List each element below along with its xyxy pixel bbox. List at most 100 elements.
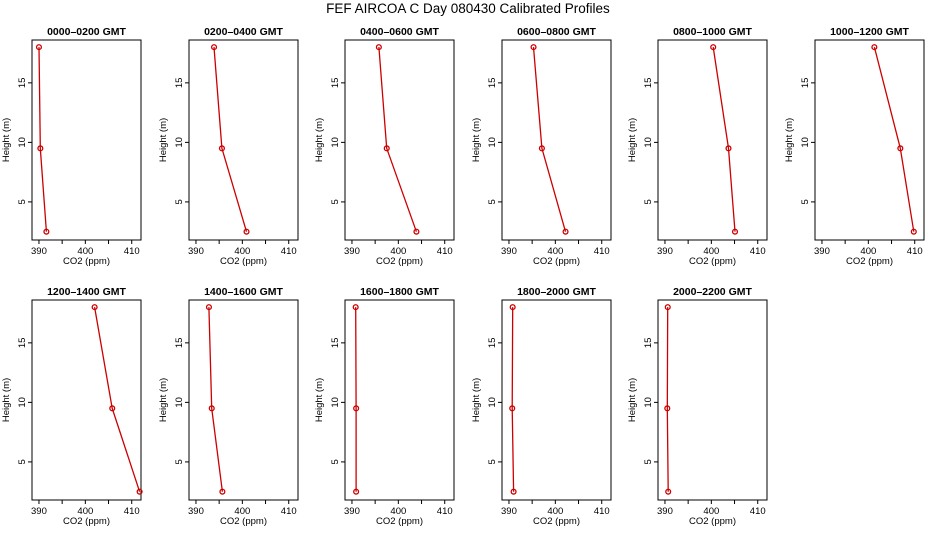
x-tick-label: 400 <box>547 246 563 257</box>
panel-title: 0800–1000 GMT <box>673 26 752 38</box>
x-tick-label: 390 <box>501 246 517 257</box>
profile-point <box>710 44 717 51</box>
panel-9: 1600–1800 GMT 390 400 410 5 10 15 CO2 (ppm) Heig… <box>314 286 455 527</box>
x-tick-label: 410 <box>124 506 140 517</box>
y-tick-label: 15 <box>17 338 28 349</box>
profile-point <box>208 405 215 412</box>
profile-point <box>352 304 359 311</box>
x-tick-label: 400 <box>77 506 93 517</box>
profile-point <box>510 488 517 495</box>
x-tick-label: 410 <box>281 246 297 257</box>
profile-point <box>218 145 225 152</box>
profile-point <box>383 145 390 152</box>
y-tick-label: 15 <box>330 78 341 89</box>
panel-7: 1200–1400 GMT 390 400 410 5 10 15 CO2 (ppm) Heig… <box>1 286 143 527</box>
profile-line <box>378 47 418 232</box>
x-axis-label: CO2 (ppm) <box>220 516 267 527</box>
plot-frame <box>344 39 455 241</box>
panel-10: 1800–2000 GMT 390 400 410 5 10 15 CO2 (ppm) Heig… <box>471 286 612 527</box>
x-tick-label: 410 <box>594 246 610 257</box>
x-axis-label: CO2 (ppm) <box>63 516 110 527</box>
x-axis-label: CO2 (ppm) <box>689 516 736 527</box>
y-tick-label: 15 <box>487 338 498 349</box>
profile-point <box>353 405 360 412</box>
profile-point <box>37 145 44 152</box>
x-tick-label: 400 <box>703 246 719 257</box>
y-tick-label: 5 <box>174 459 185 464</box>
y-axis-label: Height (m) <box>471 118 482 162</box>
panel-2: 0200–0400 GMT 390 400 410 5 10 15 CO2 (ppm) Heig… <box>158 26 299 267</box>
x-tick-label: 400 <box>234 506 250 517</box>
x-tick-label: 400 <box>703 506 719 517</box>
panel-11: 2000–2200 GMT 390 400 410 5 10 15 CO2 (ppm) Heig… <box>627 286 768 527</box>
y-tick-label: 15 <box>17 78 28 89</box>
profile-line <box>666 307 669 492</box>
y-tick-label: 10 <box>174 397 185 408</box>
profile-point <box>136 488 143 495</box>
y-axis-label: Height (m) <box>784 118 795 162</box>
panel-title: 0400–0600 GMT <box>360 26 439 38</box>
y-tick-label: 5 <box>17 459 28 464</box>
panel-title: 1800–2000 GMT <box>517 286 596 298</box>
profile-point <box>210 44 218 51</box>
profile-point <box>375 44 382 51</box>
x-tick-label: 410 <box>594 506 610 517</box>
profile-line <box>532 47 567 232</box>
y-tick-label: 15 <box>174 338 185 349</box>
y-tick-label: 10 <box>800 137 811 148</box>
panel-3: 0400–0600 GMT 390 400 410 5 10 15 CO2 (ppm) Heig… <box>314 26 455 267</box>
x-tick-label: 410 <box>907 246 923 257</box>
profile-point <box>43 228 50 235</box>
profile-line <box>873 46 915 232</box>
y-tick-label: 15 <box>487 78 498 89</box>
y-tick-label: 5 <box>643 199 654 204</box>
plot-frame <box>31 39 142 241</box>
y-tick-label: 5 <box>800 199 811 204</box>
y-axis-label: Height (m) <box>627 118 638 162</box>
y-tick-label: 10 <box>174 137 185 148</box>
y-tick-label: 15 <box>800 78 811 89</box>
plot-frame <box>657 39 768 241</box>
x-tick-label: 400 <box>234 246 250 257</box>
profile-point <box>353 488 360 495</box>
profile-point <box>509 304 516 311</box>
x-tick-label: 400 <box>390 506 406 517</box>
profile-point <box>664 304 671 311</box>
x-axis-label: CO2 (ppm) <box>846 256 893 267</box>
plot-frame <box>31 299 142 501</box>
panel-6: 1000–1200 GMT 390 400 410 5 10 15 CO2 (ppm) Heig… <box>784 26 925 267</box>
panel-title: 0600–0800 GMT <box>517 26 596 38</box>
y-axis-label: Height (m) <box>314 378 325 422</box>
y-tick-label: 15 <box>643 78 654 89</box>
x-axis-label: CO2 (ppm) <box>533 516 580 527</box>
x-tick-label: 400 <box>547 506 563 517</box>
y-tick-label: 10 <box>330 397 341 408</box>
plot-frame <box>501 39 612 241</box>
panel-4: 0600–0800 GMT 390 400 410 5 10 15 CO2 (ppm) Heig… <box>471 26 612 267</box>
plot-frame <box>188 39 299 241</box>
y-tick-label: 10 <box>487 397 498 408</box>
profile-point <box>871 44 878 51</box>
profile-line <box>93 306 141 492</box>
panel-8: 1400–1600 GMT 390 400 410 5 10 15 CO2 (ppm) Heig… <box>158 286 299 527</box>
plot-frame <box>501 299 612 501</box>
profile-line <box>511 307 515 492</box>
y-tick-label: 10 <box>643 137 654 148</box>
y-tick-label: 15 <box>643 338 654 349</box>
profile-point <box>731 228 739 235</box>
profile-point <box>562 228 569 235</box>
profile-line <box>208 307 224 492</box>
x-tick-label: 390 <box>501 506 517 517</box>
profile-point <box>530 44 537 51</box>
x-tick-label: 390 <box>188 246 204 257</box>
x-tick-label: 390 <box>814 246 830 257</box>
y-tick-label: 15 <box>330 338 341 349</box>
y-tick-label: 15 <box>174 78 185 89</box>
y-tick-label: 5 <box>330 459 341 464</box>
x-axis-label: CO2 (ppm) <box>689 256 736 267</box>
profile-point <box>725 145 732 152</box>
profile-line <box>38 47 48 232</box>
figure-title: FEF AIRCOA C Day 080430 Calibrated Profi… <box>326 1 610 16</box>
y-tick-label: 5 <box>643 459 654 464</box>
